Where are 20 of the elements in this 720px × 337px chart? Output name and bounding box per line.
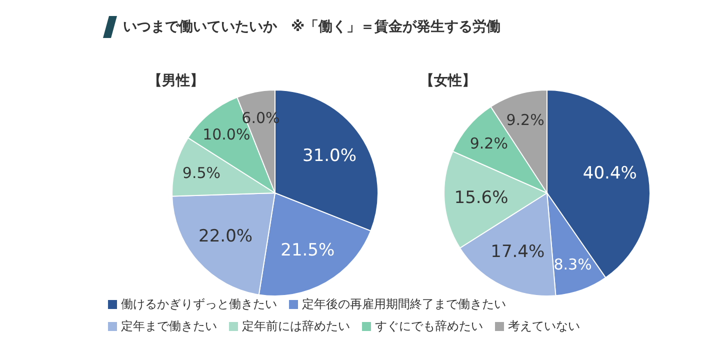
data-label: 21.5%	[280, 240, 335, 260]
chart-subtitle: 【男性】	[148, 72, 204, 90]
data-label: 22.0%	[198, 226, 253, 247]
data-label: 31.0%	[302, 146, 357, 166]
legend-label: 働けるかぎりずっと働きたい	[120, 296, 277, 313]
data-label: 17.4%	[490, 242, 545, 262]
data-label: 9.2%	[506, 110, 544, 129]
legend-label: 定年前には辞めたい	[241, 318, 350, 335]
data-label: 8.3%	[554, 256, 592, 274]
data-label: 9.2%	[470, 134, 508, 153]
legend-label: すぐにでも辞めたい	[374, 318, 483, 335]
legend-label: 考えていない	[507, 318, 580, 335]
data-label: 9.5%	[182, 164, 221, 182]
legend-label: 定年後の再雇用期間終了まで働きたい	[301, 296, 506, 313]
data-label: 15.6%	[454, 188, 508, 208]
legend-label: 定年まで働きたい	[120, 318, 217, 335]
data-label: 40.4%	[582, 163, 637, 184]
data-label: 10.0%	[202, 125, 250, 144]
chart-subtitle: 【女性】	[420, 72, 476, 90]
chart-title: いつまで働いていたいか ※「働く」＝賃金が発生する労働	[123, 18, 501, 36]
